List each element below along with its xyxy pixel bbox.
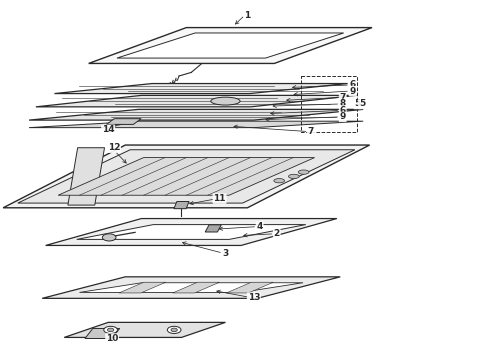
Polygon shape: [68, 148, 104, 205]
Text: 13: 13: [247, 293, 260, 302]
Polygon shape: [64, 322, 225, 337]
Text: 9: 9: [340, 112, 346, 121]
Polygon shape: [79, 283, 303, 292]
Polygon shape: [174, 202, 189, 209]
Text: 6: 6: [349, 81, 356, 90]
Ellipse shape: [211, 97, 240, 105]
Text: 7: 7: [340, 93, 346, 102]
Polygon shape: [106, 119, 141, 125]
Ellipse shape: [104, 326, 118, 333]
Text: 4: 4: [256, 222, 263, 231]
Polygon shape: [77, 225, 306, 239]
Text: 10: 10: [106, 334, 118, 343]
Text: 5: 5: [354, 99, 361, 108]
Polygon shape: [89, 28, 372, 63]
Polygon shape: [46, 219, 337, 246]
Polygon shape: [172, 282, 220, 293]
Text: 6: 6: [340, 106, 346, 115]
Polygon shape: [205, 225, 221, 232]
Polygon shape: [54, 84, 347, 94]
Text: 9: 9: [349, 86, 356, 95]
Text: 14: 14: [102, 125, 115, 134]
Text: 7: 7: [308, 127, 314, 136]
Text: 8: 8: [340, 99, 346, 108]
Text: 2: 2: [273, 229, 280, 238]
Polygon shape: [29, 121, 363, 128]
Ellipse shape: [274, 179, 285, 183]
Polygon shape: [29, 109, 363, 120]
Text: 12: 12: [108, 143, 121, 152]
Text: 5: 5: [359, 99, 365, 108]
Ellipse shape: [298, 170, 309, 174]
Polygon shape: [85, 328, 120, 338]
Ellipse shape: [107, 328, 114, 332]
Polygon shape: [3, 145, 369, 208]
Text: 3: 3: [222, 249, 228, 258]
Ellipse shape: [171, 328, 177, 332]
Text: 1: 1: [245, 10, 250, 19]
Polygon shape: [117, 33, 343, 58]
Polygon shape: [226, 282, 273, 293]
Polygon shape: [58, 158, 315, 195]
Polygon shape: [119, 282, 166, 293]
Ellipse shape: [289, 174, 299, 179]
Ellipse shape: [167, 326, 181, 333]
Ellipse shape: [102, 234, 116, 241]
Polygon shape: [18, 150, 355, 203]
Polygon shape: [36, 95, 356, 107]
Polygon shape: [42, 277, 340, 298]
Text: 11: 11: [213, 194, 226, 203]
